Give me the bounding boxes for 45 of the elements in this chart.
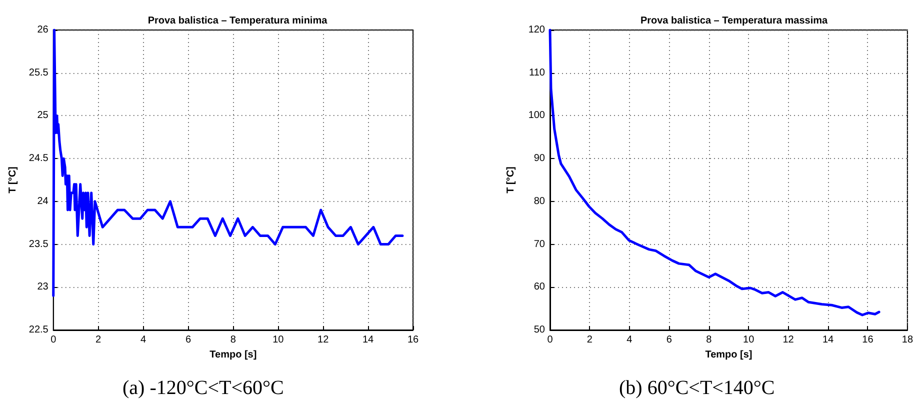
x-tick-label: 6 [666, 334, 672, 346]
y-tick-label: 50 [534, 324, 546, 336]
line-series [548, 28, 880, 316]
x-tick-label: 10 [272, 334, 284, 346]
y-axis-title: T [°C] [506, 166, 516, 194]
y-tick-label: 25.5 [28, 67, 49, 78]
x-axis-title: Tempo [s] [705, 349, 752, 360]
x-tick-label: 4 [140, 334, 146, 346]
y-tick-label: 24.5 [28, 153, 49, 164]
x-tick-label: 16 [862, 334, 874, 346]
x-tick-label: 18 [902, 334, 914, 346]
x-tick-label: 2 [586, 334, 593, 346]
y-tick-label: 90 [534, 153, 546, 164]
text: (a) -120°C<T<60°C [122, 377, 284, 399]
x-tick-label: 14 [822, 334, 834, 346]
x-axis-title: Tempo [s] [210, 349, 257, 360]
x-tick-label: 0 [547, 334, 554, 346]
y-tick-label: 24 [37, 196, 49, 207]
x-tick-label: 10 [743, 334, 755, 346]
x-tick-label: 8 [706, 334, 712, 346]
y-tick-label: 80 [534, 196, 546, 207]
y-tick-label: 26 [37, 24, 49, 36]
x-tick-label: 6 [185, 334, 192, 346]
y-tick-label: 25 [37, 110, 49, 122]
y-tick-label: 120 [528, 24, 546, 36]
y-tick-label: 110 [529, 67, 546, 78]
y-tick-label: 70 [534, 238, 546, 250]
y-tick-label: 23 [37, 282, 49, 293]
y-axis-title: T [°C] [8, 166, 18, 194]
x-tick-label: 12 [318, 334, 330, 346]
chart-title: Prova balistica – Temperatura massima [640, 16, 828, 26]
text: (b) 60°C<T<140°C [619, 377, 775, 399]
y-tick-label: 22.5 [28, 324, 49, 336]
x-tick-label: 0 [50, 334, 57, 346]
x-tick-label: 14 [362, 334, 374, 346]
x-tick-label: 2 [96, 334, 102, 346]
x-tick-label: 8 [230, 334, 236, 346]
line-series [52, 28, 404, 297]
chart-title: Prova balistica – Temperatura minima [148, 16, 328, 26]
x-tick-label: 4 [626, 334, 633, 346]
x-tick-label: 16 [407, 334, 419, 346]
y-tick-label: 100 [528, 110, 546, 122]
y-tick-label: 23.5 [28, 238, 49, 250]
x-tick-label: 12 [782, 334, 794, 346]
y-tick-label: 60 [534, 282, 546, 293]
